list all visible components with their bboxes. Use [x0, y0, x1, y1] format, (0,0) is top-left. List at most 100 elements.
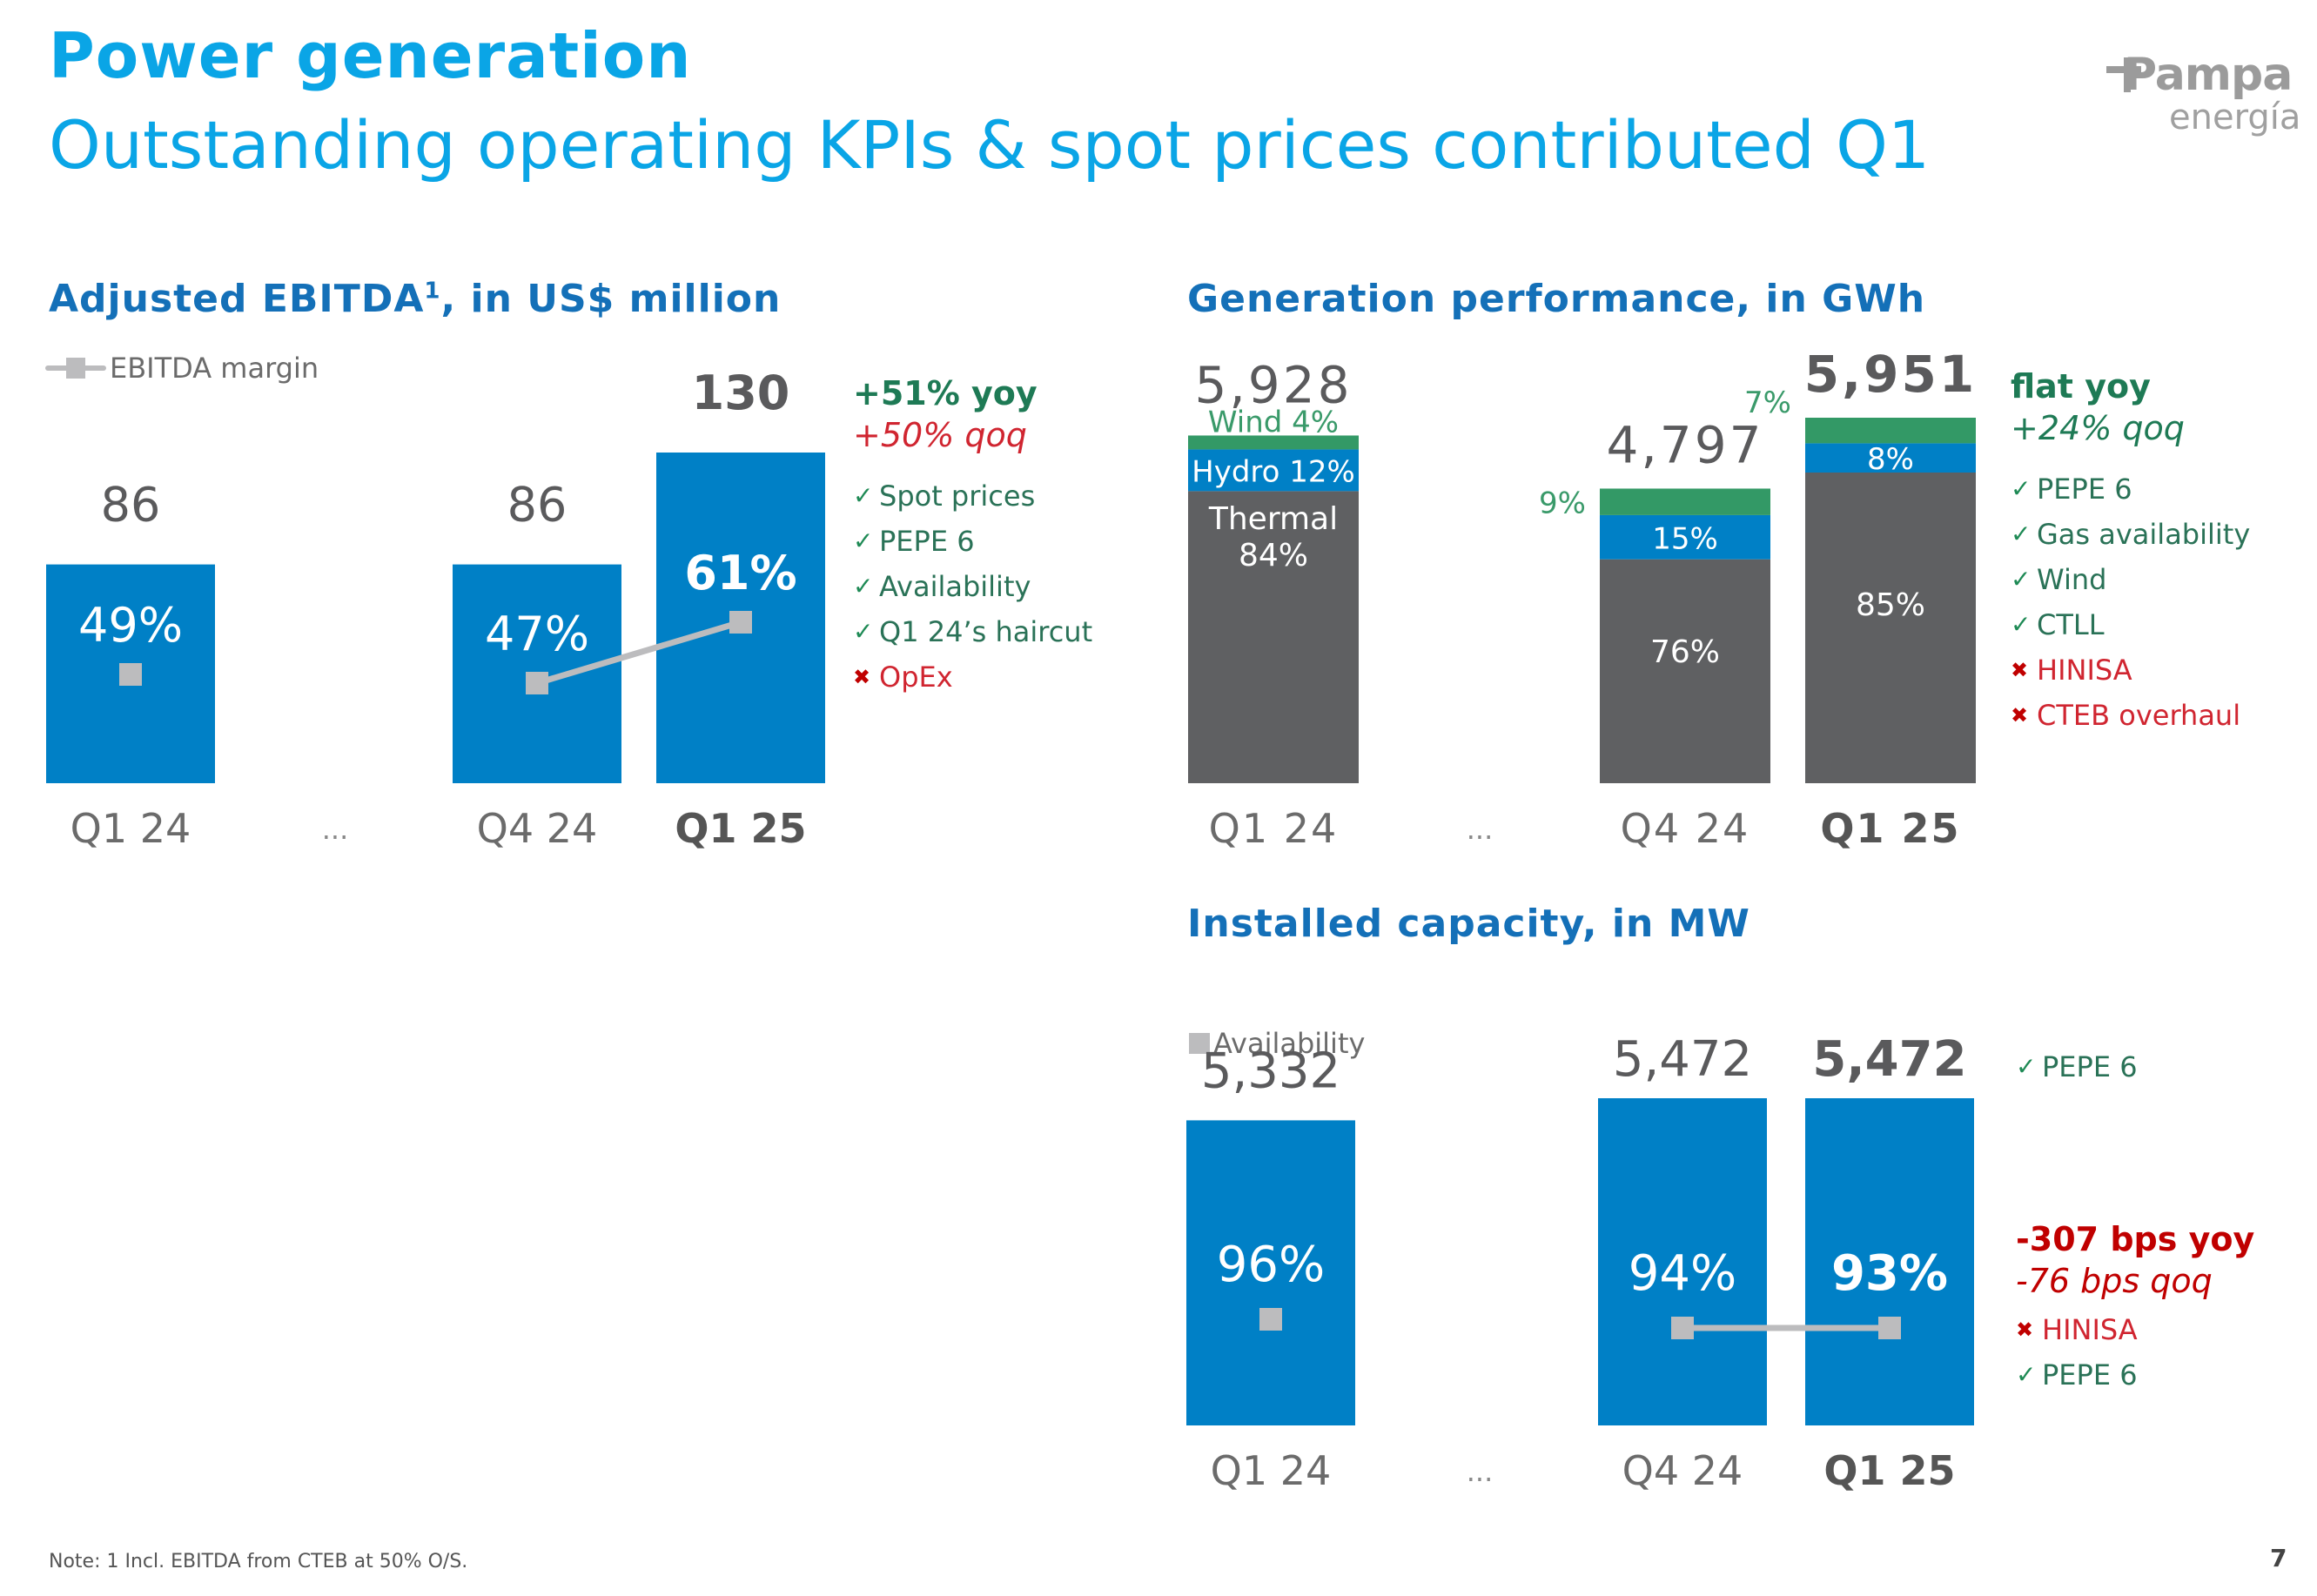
ebitda-title-text: Adjusted EBITDA	[49, 277, 425, 321]
logo-tagline: energía	[2169, 97, 2301, 137]
generation-driver-item-label: CTLL	[2037, 608, 2105, 641]
cross-icon: ✖	[853, 665, 871, 689]
legend-label: Availability	[1213, 1027, 1366, 1060]
hydro-share-label: 15%	[1652, 521, 1718, 556]
ebitda-highlights: +51% yoy +50% qoq ✓ Spot prices ✓ PEPE 6 ✓ Av…	[853, 372, 1092, 700]
capacity-bar	[1598, 1098, 1767, 1425]
capacity-driver-list: ✖ HINISA ✓ PEPE 6	[2016, 1307, 2254, 1398]
generation-thermal-segment	[1600, 559, 1770, 783]
capacity-driver-item-label: PEPE 6	[2042, 1358, 2138, 1391]
ebitda-driver-item: ✓ Availability	[853, 564, 1092, 609]
wind-share-label: 9%	[1539, 486, 1586, 520]
ellipsis-label: ...	[1467, 1455, 1494, 1488]
generation-yoy: flat yoy	[2011, 367, 2151, 406]
generation-wind-segment	[1805, 418, 1976, 444]
cross-icon: ✖	[2016, 1318, 2034, 1342]
ebitda-title-suffix: , in US$ million	[440, 277, 782, 321]
capacity-top-highlights: ✓ PEPE 6	[2016, 1044, 2138, 1090]
capacity-bar	[1186, 1120, 1355, 1425]
availability-label: 96%	[1217, 1237, 1325, 1293]
category-label: Q1 25	[675, 805, 806, 852]
ebitda-margin-line	[535, 619, 742, 687]
generation-driver-item: ✓ Gas availability	[2011, 512, 2250, 557]
capacity-section-title: Installed capacity, in MW	[1187, 902, 1750, 946]
capacity-qoq: -76 bps qoq	[2016, 1262, 2213, 1300]
generation-thermal-segment	[1805, 473, 1976, 783]
page-subtitle: Outstanding operating KPIs & spot prices…	[49, 106, 1931, 184]
category-label: Q1 24	[1211, 1447, 1332, 1494]
capacity-driver-item-label: HINISA	[2042, 1313, 2138, 1346]
check-icon: ✓	[853, 526, 874, 555]
generation-driver-item-label: Gas availability	[2037, 518, 2251, 551]
cross-icon: ✖	[2011, 703, 2029, 728]
logo-wordmark: Pampa	[2124, 49, 2293, 101]
ebitda-margin-marker	[119, 663, 142, 686]
cross-icon: ✖	[2011, 658, 2029, 682]
generation-driver-item-label: PEPE 6	[2037, 473, 2132, 506]
check-icon: ✓	[2016, 1360, 2037, 1389]
generation-highlights: flat yoy +24% qoq ✓ PEPE 6 ✓ Gas availabili…	[2011, 365, 2250, 738]
category-label: Q1 24	[1209, 805, 1339, 852]
ebitda-driver-item: ✓ PEPE 6	[853, 519, 1092, 564]
generation-section-title: Generation performance, in GWh	[1187, 277, 1926, 321]
generation-total-label: 5,951	[1804, 345, 1977, 404]
category-label: Q1 24	[71, 805, 191, 852]
category-label: Q1 25	[1820, 805, 1960, 852]
ebitda-driver-item-label: PEPE 6	[879, 525, 975, 558]
category-label: Q4 24	[1622, 1447, 1743, 1494]
generation-qoq: +24% qoq	[2011, 409, 2185, 447]
ebitda-driver-item-label: OpEx	[879, 661, 953, 694]
generation-driver-item-label: HINISA	[2037, 654, 2132, 687]
check-icon: ✓	[2011, 474, 2032, 503]
category-label: Q4 24	[1621, 805, 1750, 852]
ebitda-margin-marker	[729, 611, 752, 634]
availability-marker	[1878, 1317, 1901, 1339]
generation-driver-item: ✖ HINISA	[2011, 647, 2250, 693]
category-label: Q4 24	[477, 805, 598, 852]
category-label: Q1 25	[1823, 1447, 1955, 1494]
generation-total-label: 4,797	[1606, 415, 1763, 474]
ebitda-yoy: +51% yoy	[853, 374, 1038, 412]
generation-driver-item-label: Wind	[2037, 563, 2107, 596]
ebitda-value-label: 86	[507, 478, 567, 533]
availability-marker	[1671, 1317, 1694, 1339]
ebitda-qoq: +50% qoq	[853, 416, 1027, 454]
availability-label: 94%	[1629, 1245, 1736, 1302]
generation-total-label: 5,928	[1194, 355, 1352, 414]
ebitda-driver-item-label: Spot prices	[879, 479, 1036, 513]
generation-driver-item: ✓ PEPE 6	[2011, 466, 2250, 512]
capacity-driver-item: ✖ HINISA	[2016, 1307, 2254, 1352]
capacity-value-label: 5,472	[1613, 1031, 1752, 1088]
company-logo: Pampa energía	[2106, 49, 2301, 144]
generation-driver-item: ✓ CTLL	[2011, 602, 2250, 647]
generation-driver-list: ✓ PEPE 6 ✓ Gas availability ✓ Wind ✓ CTLL ✖ HINIS…	[2011, 466, 2250, 738]
ellipsis-label: ...	[322, 813, 349, 846]
hydro-share-label: 8%	[1867, 442, 1914, 477]
ebitda-margin-legend: EBITDA margin	[45, 352, 319, 385]
ebitda-driver-item: ✓ Q1 24’s haircut	[853, 609, 1092, 654]
ebitda-driver-item-label: Availability	[879, 570, 1031, 603]
ebitda-margin-label: 49%	[78, 598, 183, 653]
check-icon: ✓	[853, 617, 874, 646]
generation-hydro-segment	[1600, 514, 1770, 560]
availability-marker	[1259, 1308, 1282, 1331]
ebitda-driver-item: ✓ Spot prices	[853, 473, 1092, 519]
generation-driver-item-label: CTEB overhaul	[2037, 699, 2241, 732]
check-icon: ✓	[853, 481, 874, 510]
check-icon: ✓	[2011, 610, 2032, 639]
ebitda-margin-marker	[526, 672, 548, 694]
generation-wind-segment	[1188, 435, 1359, 450]
capacity-value-label: 5,472	[1812, 1031, 1966, 1088]
ellipsis-label: ...	[1467, 813, 1494, 846]
ebitda-driver-list: ✓ Spot prices ✓ PEPE 6 ✓ Availability ✓ Q1 24’s…	[853, 473, 1092, 700]
thermal-share-label: 76%	[1650, 634, 1720, 670]
wind-share-label: Wind 4%	[1208, 405, 1339, 439]
wind-share-label: 7%	[1744, 386, 1791, 420]
generation-thermal-segment	[1188, 491, 1359, 783]
check-icon: ✓	[2011, 520, 2032, 548]
thermal-share-label: 84%	[1239, 538, 1308, 573]
generation-wind-segment	[1600, 488, 1770, 515]
line-marker-legend-icon	[45, 358, 106, 379]
hydro-share-label: Hydro 12%	[1192, 454, 1355, 489]
